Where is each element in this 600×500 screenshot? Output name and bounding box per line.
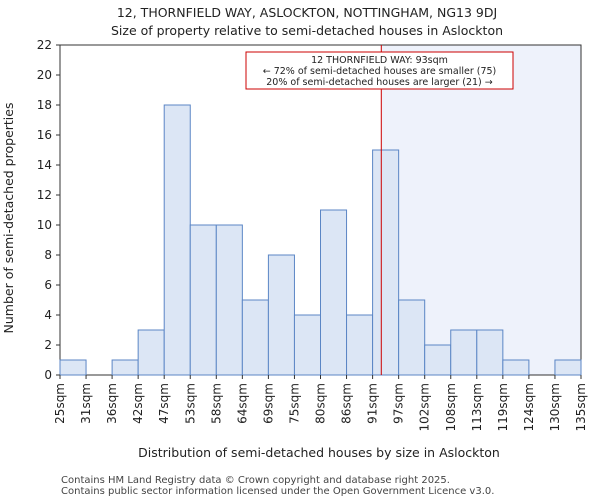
y-tick-label: 14 (37, 158, 52, 172)
histogram-bar (189, 224, 217, 376)
y-tick-label: 8 (44, 248, 52, 262)
y-tick-label: 10 (37, 218, 52, 232)
y-tick-label: 2 (44, 338, 52, 352)
x-tick-label: 86sqm (340, 383, 354, 424)
histogram-bar (215, 224, 243, 376)
histogram-bar (111, 359, 139, 376)
x-tick-label: 69sqm (261, 383, 275, 424)
y-axis-label: Number of semi-detached properties (1, 103, 16, 334)
x-tick-label: 36sqm (105, 383, 119, 424)
footer-line-2: Contains public sector information licen… (61, 486, 494, 497)
x-tick-label: 47sqm (157, 383, 171, 424)
annotation-box (245, 51, 514, 90)
annotation-line: 12 THORNFIELD WAY: 93sqm (311, 55, 448, 66)
x-tick-label: 31sqm (79, 383, 93, 424)
y-tick-label: 18 (37, 98, 52, 112)
annotation-line: 20% of semi-detached houses are larger (… (266, 77, 493, 88)
histogram-bar (293, 314, 322, 376)
footer-line-1: Contains HM Land Registry data © Crown c… (61, 475, 450, 486)
x-tick-label: 130sqm (548, 383, 562, 431)
histogram-bar (137, 329, 165, 376)
x-tick-label: 113sqm (470, 383, 484, 431)
x-tick-label: 108sqm (444, 383, 458, 431)
histogram-bar (267, 254, 295, 376)
histogram-bar (59, 359, 87, 376)
x-tick-label: 25sqm (53, 383, 67, 424)
x-tick-label: 75sqm (287, 383, 301, 424)
y-tick-label: 4 (44, 308, 52, 322)
x-axis-label: Distribution of semi-detached houses by … (138, 445, 500, 460)
histogram-bar (241, 299, 269, 376)
chart-subtitle: Size of property relative to semi-detach… (111, 23, 503, 38)
histogram-bar (346, 314, 374, 376)
histogram-bar (163, 104, 191, 376)
x-tick-label: 102sqm (418, 383, 432, 431)
x-tick-label: 80sqm (314, 383, 328, 424)
chart-title: 12, THORNFIELD WAY, ASLOCKTON, NOTTINGHA… (117, 5, 497, 20)
histogram-bar (320, 209, 348, 376)
x-tick-label: 91sqm (366, 383, 380, 424)
x-tick-label: 124sqm (522, 383, 536, 431)
histogram-bar (476, 329, 504, 376)
histogram-bar (398, 299, 426, 376)
y-tick-label: 16 (37, 128, 52, 142)
histogram-bar (502, 359, 530, 376)
histogram-bar (554, 359, 582, 376)
y-tick-label: 20 (37, 68, 52, 82)
x-tick-label: 53sqm (183, 383, 197, 424)
y-tick-label: 0 (44, 368, 52, 382)
histogram-bar (450, 329, 478, 376)
x-tick-label: 42sqm (131, 383, 145, 424)
x-tick-label: 119sqm (496, 383, 510, 431)
x-tick-label: 58sqm (209, 383, 223, 424)
x-tick-label: 97sqm (392, 383, 406, 424)
annotation-line: ← 72% of semi-detached houses are smalle… (263, 66, 497, 77)
y-tick-label: 6 (44, 278, 52, 292)
x-tick-label: 64sqm (235, 383, 249, 424)
histogram-bar (424, 344, 452, 376)
x-tick-label: 135sqm (574, 383, 588, 431)
y-tick-label: 12 (37, 188, 52, 202)
histogram-bar (372, 149, 400, 376)
y-tick-label: 22 (37, 38, 52, 52)
